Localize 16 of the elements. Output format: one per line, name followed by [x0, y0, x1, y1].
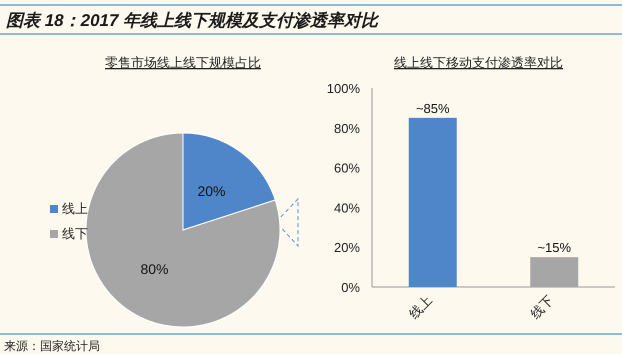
y-tick-label: 40% [334, 200, 360, 216]
source-note: 来源：国家统计局 [4, 339, 100, 353]
chart-title: 图表 18：2017 年线上线下规模及支付渗透率对比 [6, 11, 380, 30]
data-label: 20% [197, 182, 226, 199]
data-label: ~85% [416, 100, 450, 116]
data-label: ~15% [537, 240, 572, 256]
chart-subtitle: 零售市场线上线下规模占比 [105, 55, 261, 70]
y-tick-label: 20% [334, 240, 360, 256]
legend-label: 线下 [62, 226, 88, 241]
chart-title: 线上线下移动支付渗透率对比 [394, 55, 563, 70]
y-tick-label: 0% [341, 280, 360, 295]
y-tick-label: 100% [326, 81, 360, 96]
legend-label: 线上 [62, 201, 88, 216]
data-label: 80% [140, 261, 169, 278]
y-tick-label: 60% [334, 160, 360, 176]
y-tick-label: 80% [334, 120, 360, 136]
